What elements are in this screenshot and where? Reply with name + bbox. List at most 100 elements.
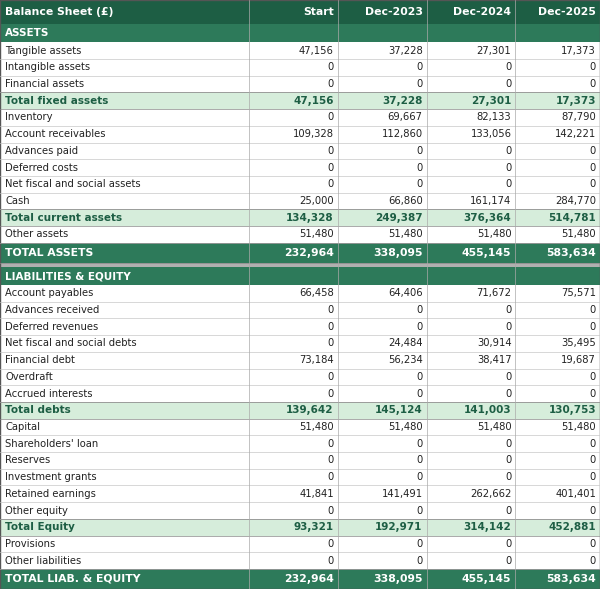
Bar — [0, 335, 600, 352]
Text: Reserves: Reserves — [5, 455, 50, 465]
Bar — [0, 535, 600, 552]
Bar — [0, 159, 600, 176]
Text: 376,364: 376,364 — [464, 213, 511, 223]
Text: 56,234: 56,234 — [388, 355, 422, 365]
Text: 66,860: 66,860 — [388, 196, 422, 206]
Text: Financial debt: Financial debt — [5, 355, 75, 365]
Text: 87,790: 87,790 — [561, 112, 596, 123]
Text: 0: 0 — [505, 305, 511, 315]
Bar — [0, 0, 600, 25]
Text: 35,495: 35,495 — [561, 339, 596, 349]
Text: TOTAL ASSETS: TOTAL ASSETS — [5, 248, 93, 258]
Text: 0: 0 — [416, 79, 422, 89]
Text: 134,328: 134,328 — [286, 213, 334, 223]
Text: 0: 0 — [505, 455, 511, 465]
Text: 0: 0 — [328, 472, 334, 482]
Text: Provisions: Provisions — [5, 539, 55, 549]
Text: 0: 0 — [505, 62, 511, 72]
Bar — [0, 402, 600, 419]
Text: 0: 0 — [590, 472, 596, 482]
Text: 0: 0 — [590, 179, 596, 189]
Bar — [0, 92, 600, 109]
Bar — [0, 59, 600, 76]
Text: 0: 0 — [328, 112, 334, 123]
Text: 0: 0 — [328, 322, 334, 332]
Bar — [0, 302, 600, 319]
Text: 51,480: 51,480 — [299, 422, 334, 432]
Text: 0: 0 — [416, 322, 422, 332]
Text: Deferred revenues: Deferred revenues — [5, 322, 98, 332]
Bar — [0, 469, 600, 485]
Text: 0: 0 — [505, 472, 511, 482]
Bar — [0, 176, 600, 193]
Text: Total debts: Total debts — [5, 405, 71, 415]
Bar — [0, 385, 600, 402]
Text: 0: 0 — [328, 439, 334, 449]
Text: 0: 0 — [328, 79, 334, 89]
Text: LIABILITIES & EQUITY: LIABILITIES & EQUITY — [5, 271, 131, 281]
Text: 0: 0 — [590, 539, 596, 549]
Text: Dec-2023: Dec-2023 — [365, 7, 422, 17]
Text: Start: Start — [303, 7, 334, 17]
Text: 0: 0 — [328, 179, 334, 189]
Text: Dec-2025: Dec-2025 — [538, 7, 596, 17]
Bar — [0, 452, 600, 469]
Text: 0: 0 — [505, 372, 511, 382]
Text: 112,860: 112,860 — [382, 129, 422, 139]
Text: 25,000: 25,000 — [299, 196, 334, 206]
Bar — [0, 569, 600, 589]
Bar — [0, 435, 600, 452]
Text: 37,228: 37,228 — [382, 96, 422, 106]
Text: 0: 0 — [590, 505, 596, 515]
Bar — [0, 243, 600, 263]
Text: 0: 0 — [590, 372, 596, 382]
Bar — [0, 285, 600, 302]
Text: Intangible assets: Intangible assets — [5, 62, 90, 72]
Text: 51,480: 51,480 — [477, 229, 511, 239]
Text: 0: 0 — [328, 389, 334, 399]
Text: 0: 0 — [328, 555, 334, 565]
Text: 27,301: 27,301 — [476, 46, 511, 56]
Text: 51,480: 51,480 — [388, 422, 422, 432]
Text: 0: 0 — [416, 62, 422, 72]
Text: Tangible assets: Tangible assets — [5, 46, 82, 56]
Text: 51,480: 51,480 — [388, 229, 422, 239]
Text: Other liabilities: Other liabilities — [5, 555, 81, 565]
Text: 0: 0 — [416, 439, 422, 449]
Text: TOTAL LIAB. & EQUITY: TOTAL LIAB. & EQUITY — [5, 574, 140, 584]
Text: Accrued interests: Accrued interests — [5, 389, 92, 399]
Text: 19,687: 19,687 — [561, 355, 596, 365]
Text: 0: 0 — [505, 322, 511, 332]
Text: 0: 0 — [505, 439, 511, 449]
Bar — [0, 502, 600, 519]
Text: 262,662: 262,662 — [470, 489, 511, 499]
Text: 0: 0 — [505, 146, 511, 156]
Text: 0: 0 — [416, 179, 422, 189]
Text: 38,417: 38,417 — [477, 355, 511, 365]
Text: Investment grants: Investment grants — [5, 472, 97, 482]
Text: 0: 0 — [590, 305, 596, 315]
Text: 314,142: 314,142 — [464, 522, 511, 532]
Text: 71,672: 71,672 — [476, 289, 511, 299]
Text: 41,841: 41,841 — [299, 489, 334, 499]
Text: 338,095: 338,095 — [373, 248, 422, 258]
Text: 69,667: 69,667 — [388, 112, 422, 123]
Text: Deferred costs: Deferred costs — [5, 163, 78, 173]
Text: 47,156: 47,156 — [299, 46, 334, 56]
Text: 0: 0 — [416, 305, 422, 315]
Text: 17,373: 17,373 — [556, 96, 596, 106]
Text: 455,145: 455,145 — [462, 248, 511, 258]
Bar — [0, 209, 600, 226]
Text: 0: 0 — [505, 179, 511, 189]
Text: 47,156: 47,156 — [293, 96, 334, 106]
Text: 0: 0 — [328, 505, 334, 515]
Text: 109,328: 109,328 — [293, 129, 334, 139]
Text: 139,642: 139,642 — [286, 405, 334, 415]
Text: 37,228: 37,228 — [388, 46, 422, 56]
Text: 141,491: 141,491 — [382, 489, 422, 499]
Text: 0: 0 — [590, 455, 596, 465]
Text: 17,373: 17,373 — [561, 46, 596, 56]
Text: 0: 0 — [328, 372, 334, 382]
Text: 51,480: 51,480 — [299, 229, 334, 239]
Text: 0: 0 — [416, 372, 422, 382]
